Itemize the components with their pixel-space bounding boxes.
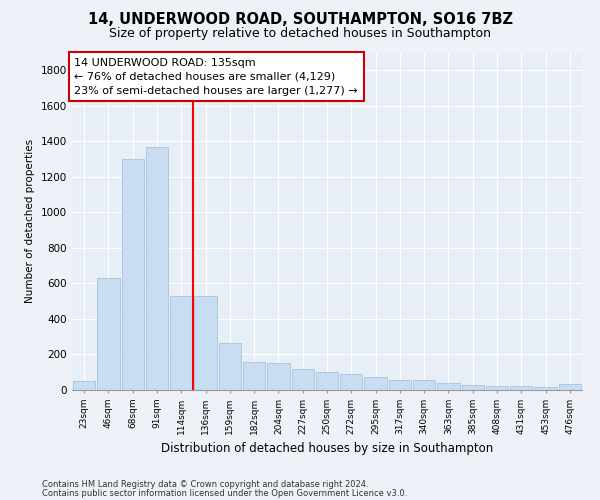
Bar	[73, 381, 95, 390]
Bar	[389, 380, 411, 390]
Bar	[486, 386, 508, 390]
Text: 14, UNDERWOOD ROAD, SOUTHAMPTON, SO16 7BZ: 14, UNDERWOOD ROAD, SOUTHAMPTON, SO16 7B…	[88, 12, 512, 28]
Bar	[97, 278, 119, 390]
Text: Contains HM Land Registry data © Crown copyright and database right 2024.: Contains HM Land Registry data © Crown c…	[42, 480, 368, 489]
Bar	[218, 343, 241, 390]
Text: 14 UNDERWOOD ROAD: 135sqm
← 76% of detached houses are smaller (4,129)
23% of se: 14 UNDERWOOD ROAD: 135sqm ← 76% of detac…	[74, 58, 358, 96]
Bar	[170, 296, 193, 390]
Text: Contains public sector information licensed under the Open Government Licence v3: Contains public sector information licen…	[42, 489, 407, 498]
Bar	[510, 386, 532, 390]
Bar	[559, 384, 581, 390]
Bar	[194, 296, 217, 390]
Bar	[243, 362, 265, 390]
Bar	[413, 380, 436, 390]
Text: Size of property relative to detached houses in Southampton: Size of property relative to detached ho…	[109, 28, 491, 40]
Bar	[535, 388, 557, 390]
X-axis label: Distribution of detached houses by size in Southampton: Distribution of detached houses by size …	[161, 442, 493, 456]
Bar	[437, 383, 460, 390]
Bar	[364, 376, 387, 390]
Bar	[122, 159, 144, 390]
Bar	[292, 368, 314, 390]
Bar	[267, 364, 290, 390]
Bar	[340, 374, 362, 390]
Bar	[316, 372, 338, 390]
Bar	[146, 146, 168, 390]
Y-axis label: Number of detached properties: Number of detached properties	[25, 139, 35, 304]
Bar	[461, 384, 484, 390]
